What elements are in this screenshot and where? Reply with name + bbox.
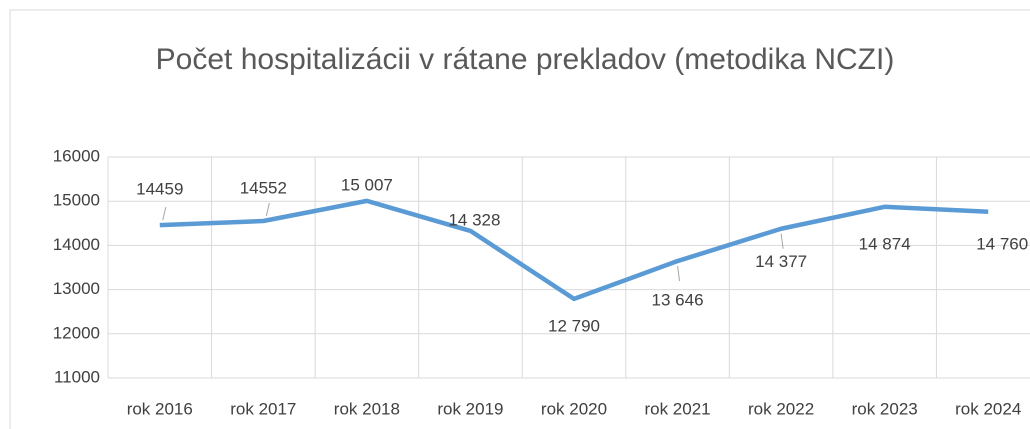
x-tick-label: rok 2023 — [852, 399, 918, 418]
line-series — [159, 198, 989, 302]
data-label: 14 328 — [448, 210, 500, 229]
x-tick-label: rok 2017 — [230, 399, 296, 418]
x-tick-label: rok 2019 — [437, 399, 503, 418]
data-label: 13 646 — [652, 291, 704, 310]
leader-line — [677, 265, 681, 282]
x-tick-label: rok 2024 — [955, 399, 1021, 418]
x-tick-label: rok 2016 — [127, 399, 193, 418]
x-tick-label: rok 2022 — [748, 399, 814, 418]
leader-line — [780, 233, 784, 249]
x-tick-label: rok 2018 — [334, 399, 400, 418]
chart-title: Počet hospitalizácii v rátane prekladov … — [155, 43, 895, 76]
data-label: 15 007 — [341, 175, 393, 194]
y-tick-label: 11000 — [54, 367, 100, 386]
data-label: 12 790 — [548, 316, 600, 335]
y-tick-label: 14000 — [53, 235, 100, 254]
chart-border — [9, 9, 1030, 429]
data-label: 14 377 — [755, 252, 807, 271]
data-label: 14459 — [136, 180, 183, 199]
x-tick-label: rok 2020 — [541, 399, 607, 418]
y-tick-label: 12000 — [53, 323, 100, 342]
data-label: 14 760 — [976, 234, 1028, 253]
y-tick-label: 13000 — [53, 279, 100, 298]
x-tick-label: rok 2021 — [644, 399, 710, 418]
leader-line — [265, 202, 270, 217]
data-label: 14552 — [240, 178, 287, 197]
leader-line — [162, 206, 167, 221]
y-tick-label: 15000 — [53, 191, 100, 210]
data-label: 14 874 — [859, 234, 911, 253]
y-tick-label: 16000 — [53, 146, 100, 165]
